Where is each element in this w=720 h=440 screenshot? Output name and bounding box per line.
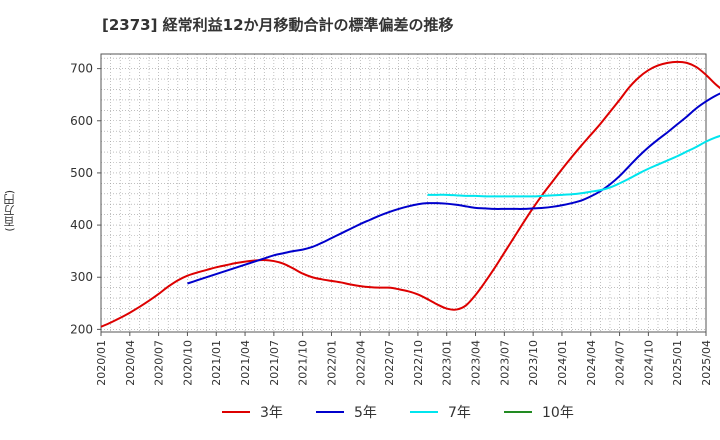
legend-label: 10年 <box>542 405 574 421</box>
legend-item: 5年 <box>316 402 377 422</box>
x-tick-label: 2022/10 <box>412 340 425 386</box>
x-tick-label: 2020/07 <box>153 340 166 386</box>
y-tick-label: 200 <box>70 322 93 336</box>
x-tick-label: 2024/01 <box>556 340 569 386</box>
y-tick-label: 600 <box>70 114 93 128</box>
series-line-5年 <box>187 92 720 285</box>
series-line-7年 <box>427 134 720 198</box>
x-tick-label: 2024/07 <box>614 340 627 386</box>
x-tick-label: 2025/01 <box>671 340 684 386</box>
y-tick-label: 400 <box>70 218 93 232</box>
x-tick-label: 2020/04 <box>124 340 137 386</box>
y-tick-label: 500 <box>70 166 93 180</box>
legend-swatch <box>410 411 438 413</box>
x-tick-label: 2023/10 <box>527 340 540 386</box>
chart-title: [2373] 経常利益12か月移動合計の標準偏差の推移 <box>102 16 454 34</box>
legend: 3年 5年 7年 10年 <box>0 402 720 426</box>
x-tick-label: 2023/04 <box>470 340 483 386</box>
plot-area <box>100 53 707 333</box>
x-tick-label: 2025/04 <box>700 340 713 386</box>
legend-swatch <box>504 411 532 413</box>
legend-swatch <box>316 411 344 413</box>
y-axis: 200 300 400 500 600 700 <box>70 62 101 336</box>
series-line-3年 <box>100 60 720 328</box>
legend-swatch <box>222 411 250 413</box>
legend-label: 5年 <box>354 405 377 421</box>
x-tick-label: 2021/01 <box>210 340 223 386</box>
x-tick-label: 2024/10 <box>642 340 655 386</box>
x-tick-label: 2022/01 <box>325 340 338 386</box>
x-tick-label: 2021/07 <box>268 340 281 386</box>
x-tick-label: 2020/01 <box>95 340 108 386</box>
grid <box>100 54 707 332</box>
series-lines <box>100 60 720 328</box>
legend-item: 7年 <box>410 402 471 422</box>
x-tick-label: 2022/04 <box>354 340 367 386</box>
x-tick-label: 2022/07 <box>383 340 396 386</box>
legend-item: 3年 <box>222 402 283 422</box>
legend-item: 10年 <box>504 402 574 422</box>
legend-label: 3年 <box>260 405 283 421</box>
x-tick-label: 2021/04 <box>239 340 252 386</box>
x-tick-label: 2024/04 <box>585 340 598 386</box>
legend-label: 7年 <box>448 405 471 421</box>
y-tick-label: 700 <box>70 62 93 76</box>
x-tick-label: 2020/10 <box>181 340 194 386</box>
x-tick-label: 2023/07 <box>498 340 511 386</box>
y-tick-label: 300 <box>70 270 93 284</box>
x-tick-label: 2021/10 <box>297 340 310 386</box>
x-tick-label: 2023/01 <box>441 340 454 386</box>
x-axis: 2020/01 2020/04 2020/07 2020/10 2021/01 2021/… <box>95 332 713 386</box>
